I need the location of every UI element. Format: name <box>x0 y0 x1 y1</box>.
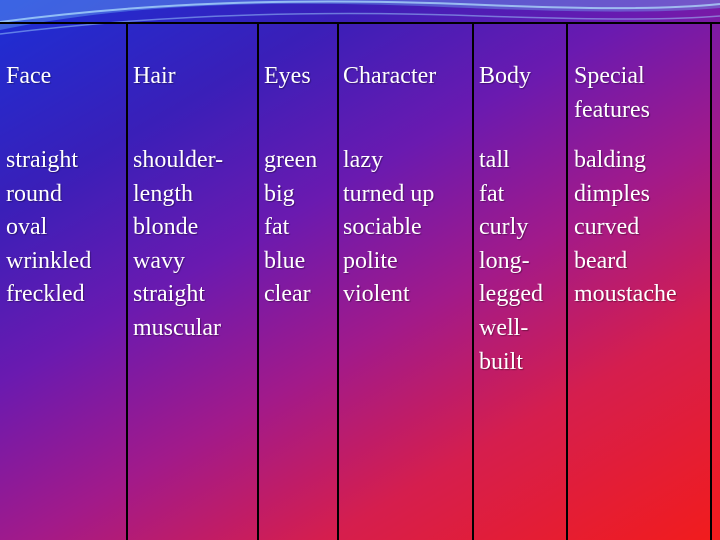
column-header: Body <box>479 60 543 144</box>
list-item: wavy <box>133 247 185 274</box>
list-item: oval <box>6 214 48 241</box>
list-item: big <box>264 180 295 207</box>
header-text: Eyes <box>264 63 311 89</box>
column-divider <box>257 22 259 540</box>
header-text: features <box>574 96 650 123</box>
list-item: fat <box>479 180 505 207</box>
list-item: moustache <box>574 281 677 308</box>
list-item: polite <box>343 247 398 274</box>
column-divider <box>566 22 568 540</box>
header-text: Special <box>574 63 645 89</box>
column-character: Character lazy turned up sociable polite… <box>343 60 436 312</box>
list-item: fat <box>264 214 290 241</box>
column-eyes: Eyes green big fat blue clear <box>264 60 317 312</box>
header-text: Character <box>343 63 437 89</box>
list-item: beard <box>574 247 628 274</box>
list-item: clear <box>264 281 311 308</box>
list-item: shoulder- <box>133 147 224 173</box>
column-header: Eyes <box>264 60 317 144</box>
column-header: Character <box>343 60 436 144</box>
list-item: blue <box>264 247 306 274</box>
header-text: Body <box>479 63 532 89</box>
column-divider <box>710 22 712 540</box>
list-item: violent <box>343 281 410 308</box>
list-item: length <box>133 180 193 207</box>
table-top-border <box>0 22 720 24</box>
list-item: blonde <box>133 214 199 241</box>
header-text: Hair <box>133 63 176 89</box>
list-item: built <box>479 348 524 375</box>
list-item: turned up <box>343 180 435 207</box>
list-item: straight <box>6 147 78 173</box>
list-item: long- <box>479 247 530 274</box>
column-hair: Hair shoulder- length blonde wavy straig… <box>133 60 223 346</box>
list-item: freckled <box>6 281 85 308</box>
column-header: Special features <box>574 60 677 144</box>
header-text: Face <box>6 63 52 89</box>
list-item: green <box>264 147 318 173</box>
column-divider <box>472 22 474 540</box>
list-item: curly <box>479 214 529 241</box>
column-divider <box>337 22 339 540</box>
list-item: legged <box>479 281 543 308</box>
column-body: Body tall fat curly long- legged well- b… <box>479 60 543 379</box>
list-item: sociable <box>343 214 422 241</box>
vocabulary-table: Face straight round oval wrinkled freckl… <box>0 22 720 540</box>
column-divider <box>126 22 128 540</box>
column-header: Hair <box>133 60 223 144</box>
list-item: balding <box>574 147 646 173</box>
list-item: well- <box>479 314 529 341</box>
list-item: lazy <box>343 147 383 173</box>
column-header: Face <box>6 60 91 144</box>
column-face: Face straight round oval wrinkled freckl… <box>6 60 91 312</box>
column-special-features: Special features balding dimples curved … <box>574 60 677 312</box>
list-item: tall <box>479 147 510 173</box>
list-item: curved <box>574 214 640 241</box>
list-item: wrinkled <box>6 247 92 274</box>
list-item: round <box>6 180 62 207</box>
list-item: straight <box>133 281 205 308</box>
list-item: dimples <box>574 180 650 207</box>
list-item: muscular <box>133 314 221 341</box>
